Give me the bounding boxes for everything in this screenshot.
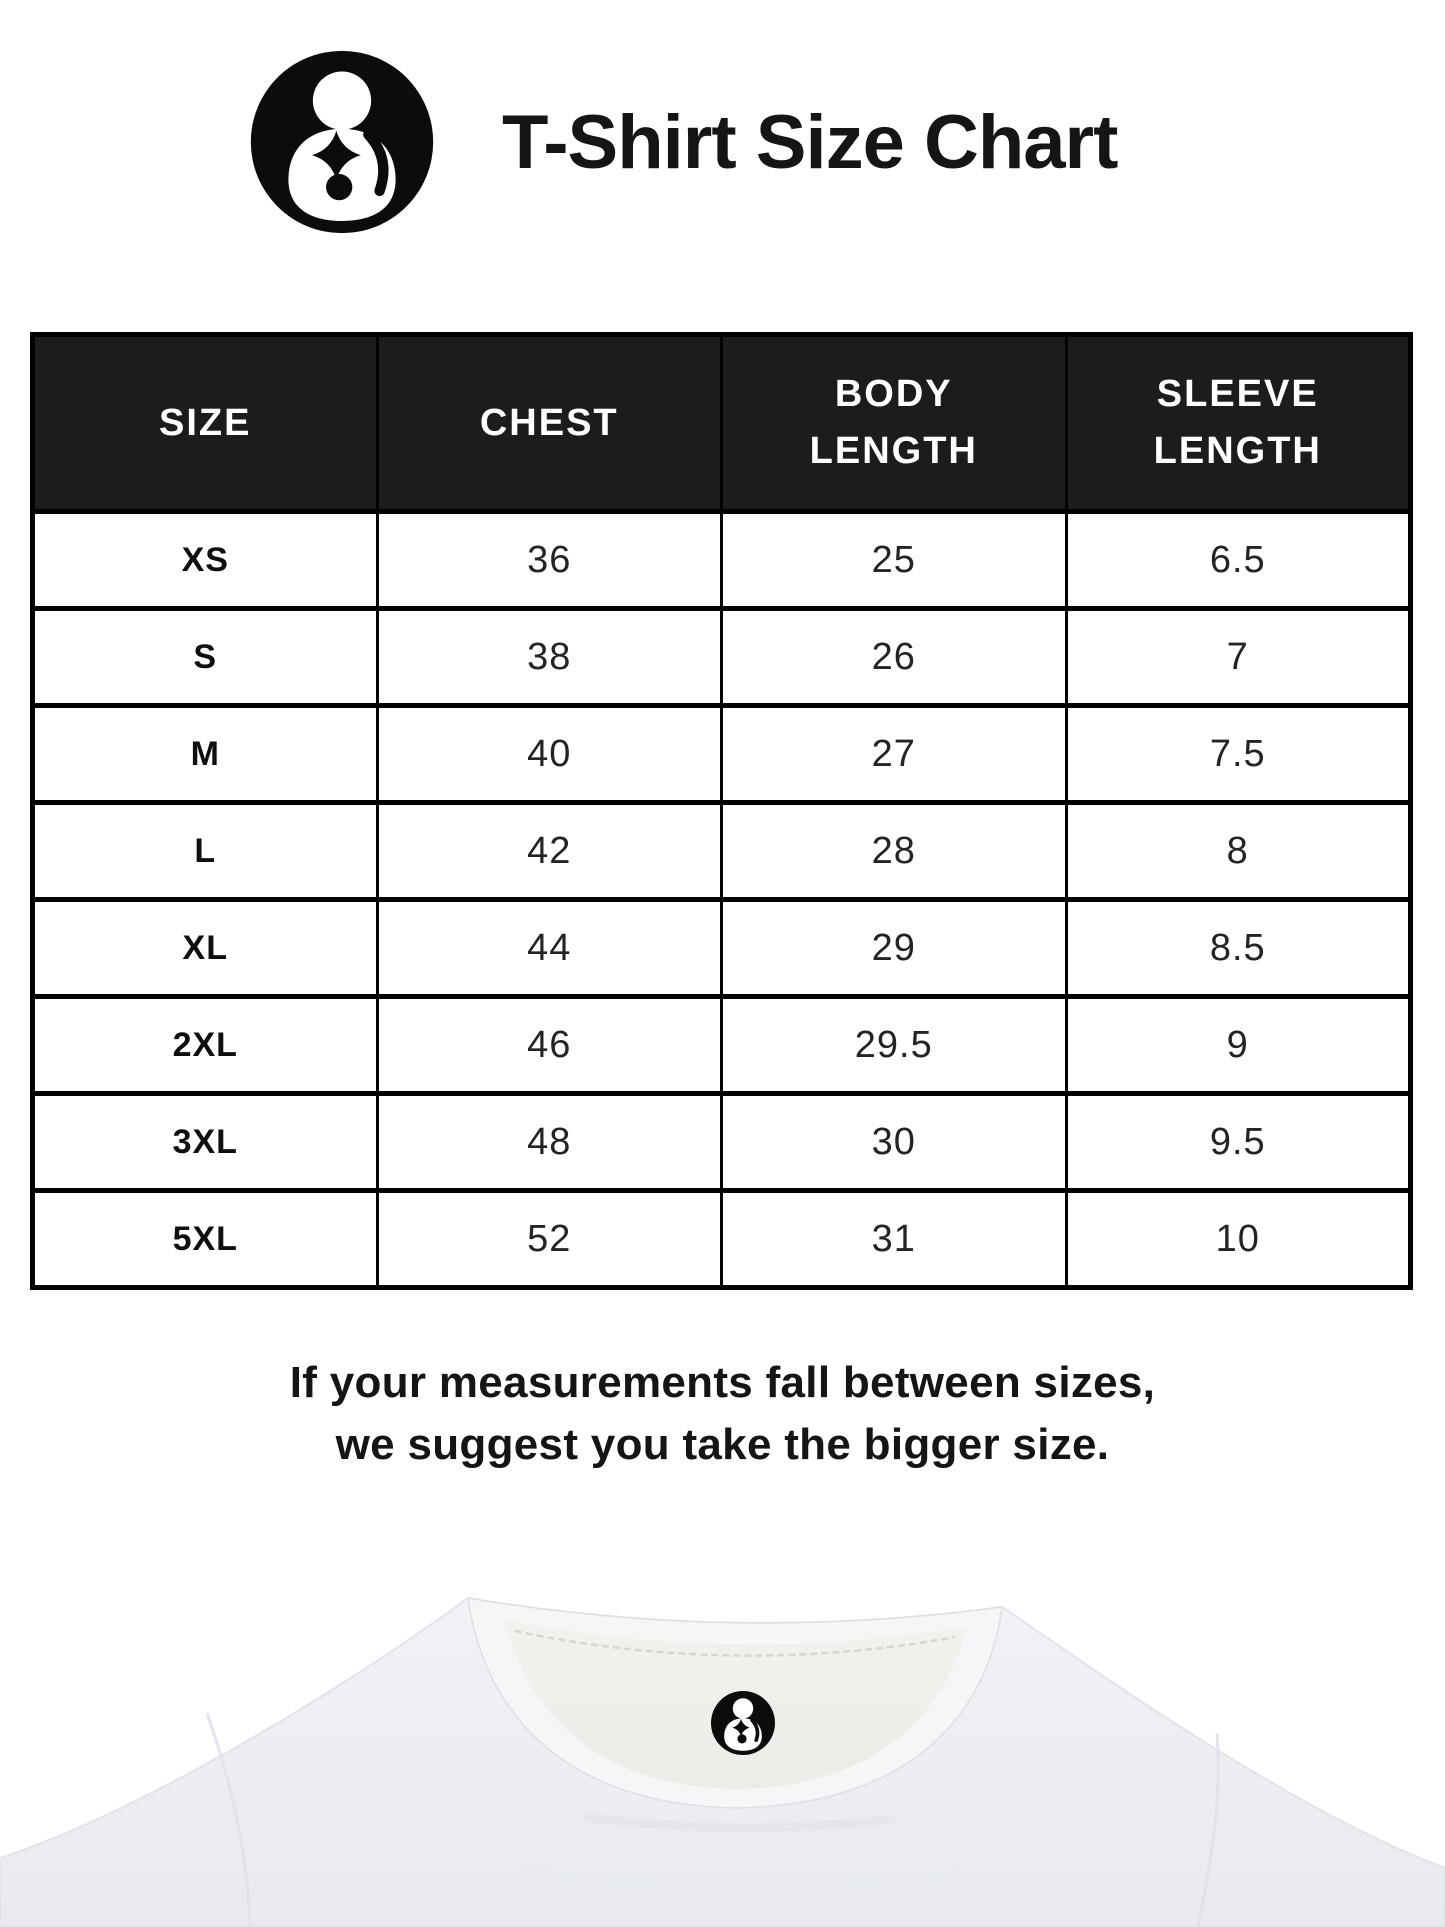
collar-stitch-seam [514, 1629, 956, 1657]
chest-cell: 36 [375, 509, 723, 611]
size-cell: 3XL [31, 1091, 379, 1193]
sleeve-length-cell: 6.5 [1064, 509, 1412, 611]
size-cell: M [31, 703, 379, 805]
table-row-xs: XS 36 25 6.5 [31, 509, 1412, 611]
chest-cell: 48 [375, 1091, 723, 1193]
header-row: SIZE CHEST BODY LENGTH SLEEVE LENGTH [31, 332, 1412, 514]
tshirt-photo [0, 1596, 1445, 1927]
body-length-cell: 30 [720, 1091, 1068, 1193]
body-length-cell: 31 [720, 1188, 1068, 1290]
table-row-3xl: 3XL 48 30 9.5 [31, 1091, 1412, 1193]
table-row-l: L 42 28 8 [31, 800, 1412, 902]
table-body: XS 36 25 6.5 S 38 26 7 M 40 27 7.5 L 42 … [31, 509, 1412, 1290]
table-row-s: S 38 26 7 [31, 606, 1412, 708]
column-header-size: SIZE [31, 332, 379, 514]
header: T-Shirt Size Chart [248, 48, 1118, 236]
body-length-cell: 26 [720, 606, 1068, 708]
brand-logo-icon [248, 48, 436, 236]
size-chart-table: SIZE CHEST BODY LENGTH SLEEVE LENGTH XS … [30, 332, 1413, 1290]
sizing-note-line-2: we suggest you take the bigger size. [335, 1420, 1110, 1469]
chest-cell: 40 [375, 703, 723, 805]
table-row-2xl: 2XL 46 29.5 9 [31, 994, 1412, 1096]
sleeve-length-cell: 9 [1064, 994, 1412, 1096]
sleeve-length-cell: 8 [1064, 800, 1412, 902]
body-length-cell: 29.5 [720, 994, 1068, 1096]
table-row-m: M 40 27 7.5 [31, 703, 1412, 805]
sizing-note-line-1: If your measurements fall between sizes, [289, 1358, 1156, 1407]
size-cell: 2XL [31, 994, 379, 1096]
right-sleeve-seam [1196, 1732, 1220, 1927]
body-length-cell: 27 [720, 703, 1068, 805]
brand-logo-label [710, 1690, 776, 1756]
table-row-5xl: 5XL 52 31 10 [31, 1188, 1412, 1290]
sleeve-length-cell: 8.5 [1064, 897, 1412, 999]
left-sleeve-seam [205, 1712, 252, 1927]
sleeve-length-cell: 7.5 [1064, 703, 1412, 805]
sleeve-length-cell: 9.5 [1064, 1091, 1412, 1193]
chest-cell: 46 [375, 994, 723, 1096]
table-row-xl: XL 44 29 8.5 [31, 897, 1412, 999]
chest-wrinkle [519, 1866, 961, 1892]
sleeve-length-cell: 10 [1064, 1188, 1412, 1290]
sleeve-length-cell: 7 [1064, 606, 1412, 708]
chest-cell: 42 [375, 800, 723, 902]
column-header-body-length: BODY LENGTH [720, 332, 1068, 514]
chest-cell: 38 [375, 606, 723, 708]
size-cell: S [31, 606, 379, 708]
body-length-cell: 25 [720, 509, 1068, 611]
page-title: T-Shirt Size Chart [502, 99, 1118, 185]
chest-cell: 44 [375, 897, 723, 999]
column-header-sleeve-length: SLEEVE LENGTH [1064, 332, 1412, 514]
neckline-shadow [584, 1812, 896, 1832]
table-header: SIZE CHEST BODY LENGTH SLEEVE LENGTH [31, 332, 1412, 514]
chest-cell: 52 [375, 1188, 723, 1290]
sizing-note: If your measurements fall between sizes,… [0, 1352, 1445, 1476]
body-length-cell: 29 [720, 897, 1068, 999]
size-cell: XL [31, 897, 379, 999]
size-cell: 5XL [31, 1188, 379, 1290]
body-length-cell: 28 [720, 800, 1068, 902]
column-header-chest: CHEST [375, 332, 723, 514]
size-cell: L [31, 800, 379, 902]
size-cell: XS [31, 509, 379, 611]
